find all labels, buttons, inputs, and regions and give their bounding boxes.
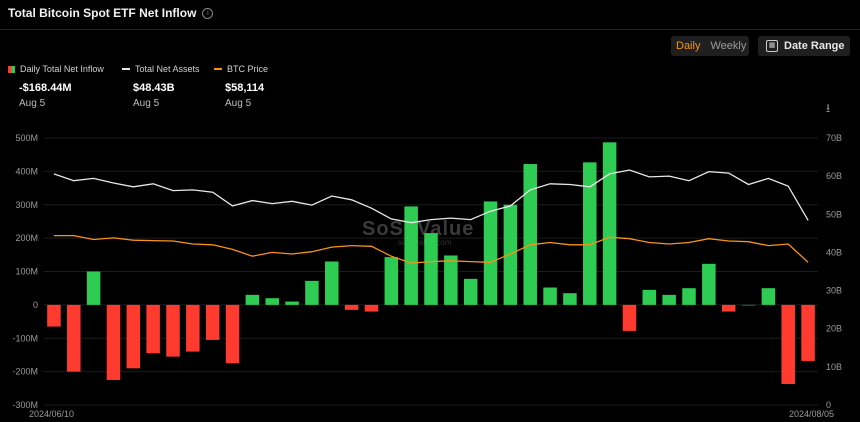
inflow-bar — [503, 204, 518, 305]
y-right-tick-label: 30B — [826, 286, 842, 296]
legend-date-price: Aug 5 — [225, 98, 252, 109]
y-left-tick-label: 100M — [15, 267, 38, 277]
y-left-tick-label: 400M — [15, 166, 38, 176]
legend-item-inflow[interactable]: Daily Total Net Inflow -$168.44M Aug 5 — [8, 64, 104, 109]
legend-value-assets: $48.43B — [133, 82, 175, 94]
inflow-bar — [265, 298, 279, 305]
legend-date-assets: Aug 5 — [133, 98, 160, 109]
inflow-bar — [305, 280, 319, 305]
inflow-bar — [662, 294, 676, 305]
inflow-bar — [86, 271, 101, 305]
y-left-tick-label: 300M — [15, 200, 38, 210]
inflow-bar — [245, 294, 260, 305]
inflow-bar — [384, 257, 399, 305]
inflow-bar — [781, 304, 795, 384]
assets-swatch — [122, 68, 130, 70]
y-right-tick-label: 50B — [826, 209, 842, 219]
inflow-bar — [126, 304, 141, 369]
x-tick-label-end: 2024/08/05 — [789, 409, 834, 419]
inflow-bar — [483, 201, 498, 305]
inflow-bar — [225, 304, 240, 364]
inflow-bar — [444, 255, 458, 305]
legend-item-price[interactable]: BTC Price $58,114 Aug 5 — [214, 64, 268, 109]
inflow-bar — [344, 304, 359, 310]
legend-value-price: $58,114 — [225, 82, 265, 94]
inflow-bar — [622, 304, 637, 331]
inflow-bar — [642, 289, 657, 305]
chart-title: Total Bitcoin Spot ETF Net Inflow — [8, 6, 197, 20]
y-right-tick-label: 20B — [826, 324, 842, 334]
price-swatch — [214, 68, 222, 70]
info-icon[interactable]: i — [202, 7, 214, 19]
inflow-bar — [404, 206, 418, 305]
inflow-bar — [702, 263, 716, 305]
y-left-tick-label: 500M — [15, 133, 38, 143]
inflow-bar — [186, 304, 200, 352]
x-tick-label-start: 2024/06/10 — [29, 409, 74, 419]
date-range-label: Date Range — [784, 40, 845, 52]
inflow-bar — [285, 301, 299, 305]
download-icon[interactable]: ⭳ — [826, 101, 831, 115]
y-right-tick-label: 60B — [826, 171, 842, 181]
inflow-bar — [67, 304, 81, 372]
y-left-tick-label: -300M — [12, 400, 38, 410]
inflow-bar — [741, 304, 756, 306]
y-right-tick-label: 40B — [826, 247, 842, 257]
inflow-bar — [721, 304, 736, 312]
inflow-bar — [146, 304, 160, 354]
inflow-bar — [761, 288, 776, 305]
inflow-bar — [106, 304, 121, 380]
inflow-bar — [364, 304, 379, 312]
total-net-assets-line — [53, 169, 809, 224]
inflow-bar — [325, 261, 339, 305]
y-right-tick-label: 0 — [826, 400, 831, 410]
inflow-bar — [166, 304, 180, 357]
y-left-tick-label: 200M — [15, 233, 38, 243]
calendar-icon: ▦ — [766, 40, 778, 52]
inflow-bar — [205, 304, 220, 340]
weekly-tab[interactable]: Weekly — [710, 40, 747, 52]
inflow-bar — [801, 304, 815, 361]
legend-date-inflow: Aug 5 — [19, 98, 46, 109]
legend-label-assets: Total Net Assets — [135, 64, 200, 74]
legend-value-inflow: -$168.44M — [19, 82, 72, 94]
legend-item-assets[interactable]: Total Net Assets $48.43B Aug 5 — [122, 64, 200, 109]
y-left-tick-label: 0 — [33, 300, 38, 310]
daily-tab[interactable]: Daily — [676, 40, 701, 52]
btc-price-line — [53, 234, 809, 264]
legend-label-price: BTC Price — [227, 64, 269, 74]
inflow-bar — [682, 288, 696, 305]
inflow-bar — [563, 293, 577, 305]
period-toggle: Daily Weekly — [671, 36, 749, 56]
inflow-bar — [424, 233, 438, 305]
inflow-bar — [583, 162, 597, 305]
date-range-button[interactable]: ▦ Date Range — [758, 36, 850, 56]
inflow-bar — [523, 164, 537, 305]
header-divider — [0, 29, 860, 30]
legend-label-inflow: Daily Total Net Inflow — [20, 64, 104, 74]
inflow-bar — [463, 278, 478, 305]
y-right-tick-label: 10B — [826, 362, 842, 372]
inflow-bar — [602, 142, 617, 305]
chart-header: Total Bitcoin Spot ETF Net Inflow i — [8, 6, 214, 20]
y-left-tick-label: -200M — [12, 367, 38, 377]
inflow-swatch — [8, 65, 15, 73]
inflow-bar — [47, 304, 61, 327]
inflow-bar — [543, 287, 557, 305]
y-right-tick-label: 70B — [826, 133, 842, 143]
y-left-tick-label: -100M — [12, 333, 38, 343]
